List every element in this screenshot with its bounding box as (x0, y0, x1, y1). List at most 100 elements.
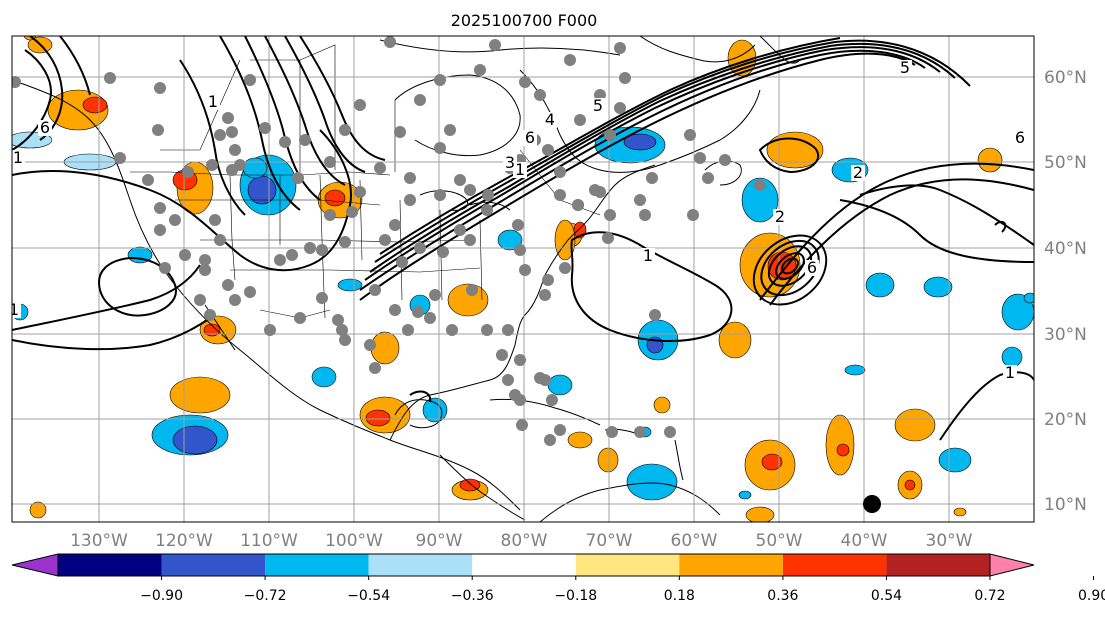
station-dot (429, 289, 441, 301)
contour-label-bg (1013, 130, 1027, 146)
station-dot (466, 284, 478, 296)
station-dot (194, 294, 206, 306)
station-dot (244, 74, 256, 86)
contour-label: 1 (13, 148, 23, 167)
colorbar-bin (58, 554, 162, 576)
station-dot (446, 324, 458, 336)
station-dot (339, 124, 351, 136)
station-dot (396, 256, 408, 268)
latitude-label: 20°N (1044, 410, 1087, 430)
longitude-label: 90°W (416, 531, 463, 551)
contour-label: 6 (807, 258, 817, 277)
contour-label-bg (641, 248, 655, 264)
station-dot (412, 306, 424, 318)
station-dot (369, 362, 381, 374)
station-dot (316, 292, 328, 304)
station-dot (512, 219, 524, 231)
contour-label: 6 (1015, 128, 1025, 147)
station-dot (539, 289, 551, 301)
station-dot (544, 434, 556, 446)
station-dot (424, 312, 436, 324)
latitude-label: 50°N (1044, 153, 1087, 173)
contour-label-bg (851, 165, 865, 181)
colorbar-tick-label: −0.54 (347, 588, 390, 604)
station-dot (464, 234, 476, 246)
colorbar-bin (886, 554, 990, 576)
shaded-region (311, 366, 337, 388)
station-dot (481, 204, 493, 216)
shaded-region (718, 321, 752, 359)
station-dot (534, 89, 546, 101)
longitude-labels: 130°W 120°W 110°W 100°W 90°W 80°W 70°W 60°W 50°W… (70, 531, 973, 551)
station-dot (159, 262, 171, 274)
station-dot (374, 162, 386, 174)
station-dot (542, 144, 554, 156)
longitude-label: 100°W (325, 531, 383, 551)
station-dot (474, 64, 486, 76)
shaded-region (365, 409, 391, 427)
station-dot (364, 339, 376, 351)
station-dot (694, 152, 706, 164)
station-dot (519, 264, 531, 276)
contour-label: 2 (775, 207, 785, 226)
station-dot (229, 294, 241, 306)
station-dot (554, 424, 566, 436)
colorbar-tick-label: −0.18 (554, 588, 597, 604)
station-dot (434, 74, 446, 86)
station-dot (292, 172, 304, 184)
station-dot (354, 99, 366, 111)
station-dot (339, 334, 351, 346)
station-dot (182, 166, 194, 178)
station-dot (222, 112, 234, 124)
contour-label-bg (543, 112, 557, 128)
station-dot (564, 54, 576, 66)
station-dot (304, 242, 316, 254)
station-dot (634, 426, 646, 438)
longitude-label: 70°W (586, 531, 633, 551)
station-dot (279, 136, 291, 148)
station-dot (142, 174, 154, 186)
latitude-label: 40°N (1044, 239, 1087, 259)
contour-label: 6 (40, 118, 50, 137)
station-dot (154, 224, 166, 236)
shaded-region (203, 323, 221, 337)
shaded-region (836, 443, 850, 457)
shaded-region (766, 131, 824, 169)
contour-label: 6 (525, 128, 535, 147)
station-dot (437, 246, 449, 258)
station-dot (339, 236, 351, 248)
shaded-region (547, 374, 573, 396)
station-dot (384, 36, 396, 48)
station-dot (259, 122, 271, 134)
colorbar-tick-label: 0.90 (1078, 588, 1105, 604)
longitude-label: 40°W (841, 531, 888, 551)
station-dot (434, 189, 446, 201)
contour-label-bg (523, 130, 537, 146)
station-dot (332, 314, 344, 326)
longitude-label: 110°W (240, 531, 298, 551)
station-dot (324, 156, 336, 168)
station-dot (209, 214, 221, 226)
colorbar-bin (575, 554, 680, 576)
contour-label-bg (12, 302, 21, 318)
shaded-region (745, 506, 775, 522)
storm-marker (863, 495, 881, 513)
shaded-region (761, 453, 783, 471)
colorbar-tick-label: 0.54 (871, 588, 902, 604)
shaded-region (597, 447, 619, 473)
station-dot (444, 124, 456, 136)
station-dot (294, 312, 306, 324)
contour-label-bg (773, 209, 787, 225)
longitude-label: 120°W (155, 531, 213, 551)
colorbar-tick-label: 0.18 (664, 588, 695, 604)
shaded-region (953, 507, 967, 517)
shaded-region (1023, 292, 1034, 304)
shaded-region (172, 425, 218, 455)
station-dot (614, 42, 626, 54)
station-dot (514, 244, 526, 256)
station-dot (649, 309, 661, 321)
station-dot (274, 254, 286, 266)
shaded-region (923, 276, 953, 298)
